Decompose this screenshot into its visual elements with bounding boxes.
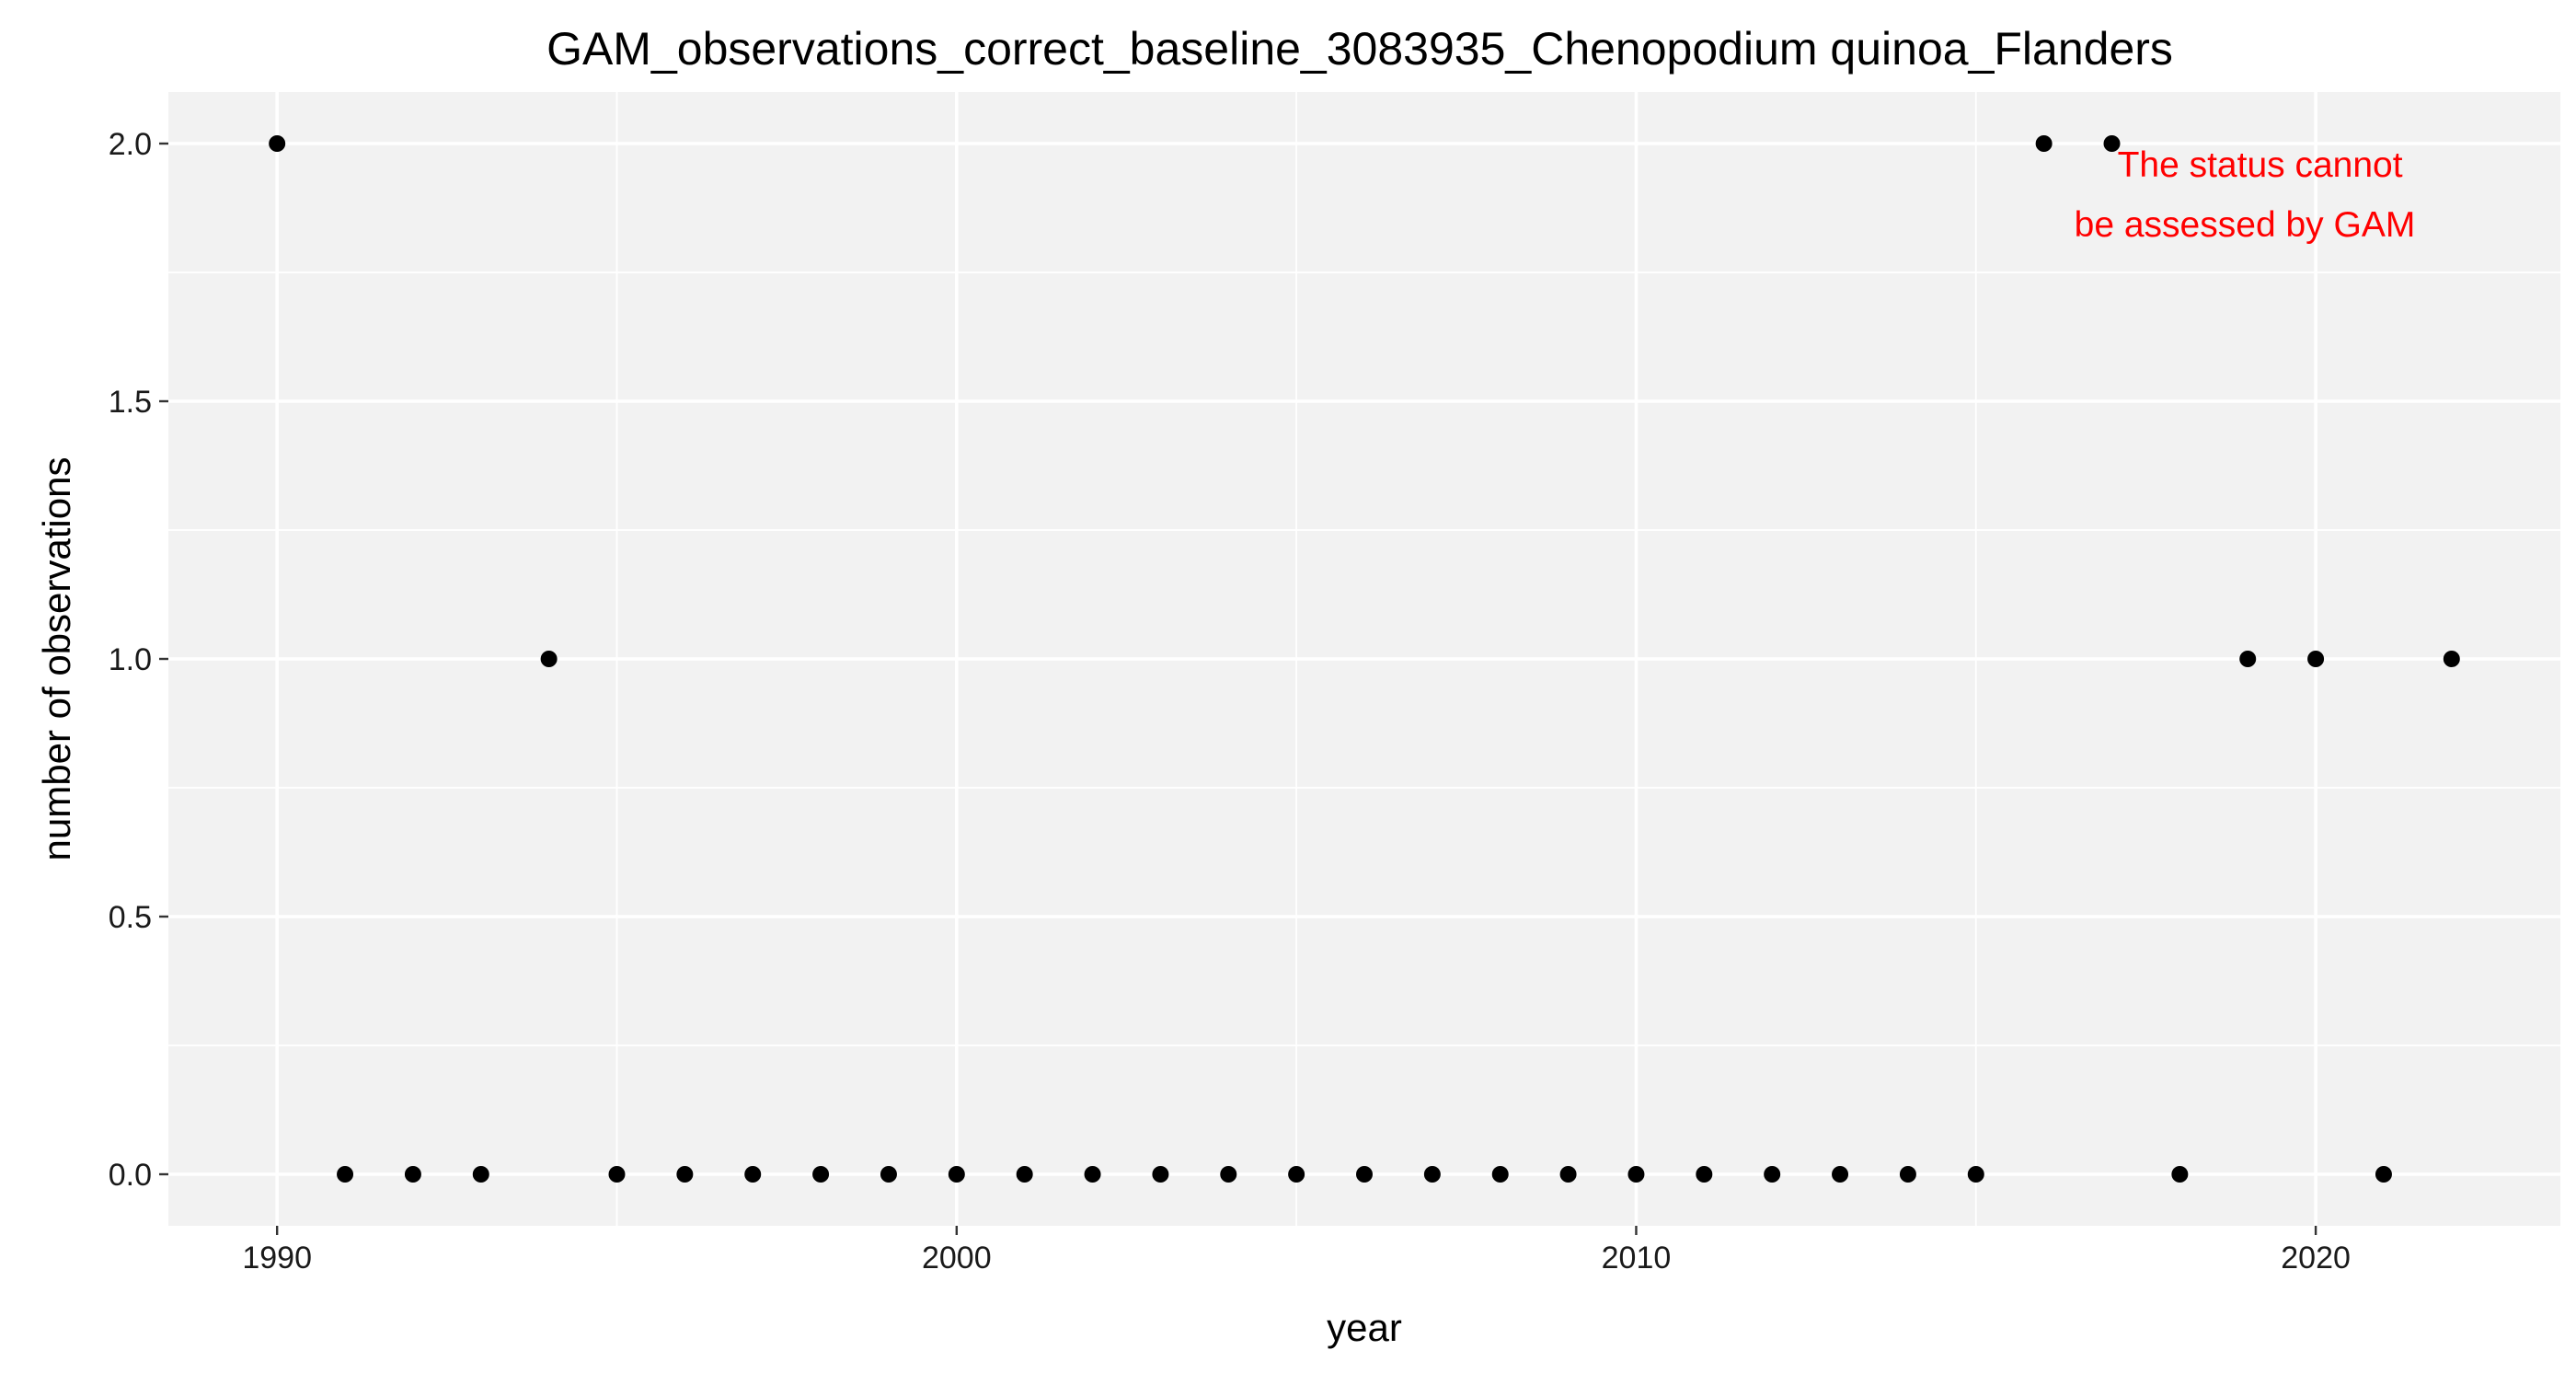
y-axis: 0.0 0.5 1.0 1.5 2.0 — [109, 127, 168, 1193]
status-annotation-line-1: The status cannot — [2118, 145, 2403, 185]
data-point — [540, 651, 558, 667]
data-point — [812, 1166, 830, 1183]
data-point — [1491, 1166, 1509, 1183]
y-axis-title: number of observations — [35, 457, 78, 861]
y-tick-label: 1.0 — [109, 642, 152, 677]
data-point — [1016, 1166, 1033, 1183]
data-point — [2103, 135, 2121, 152]
data-point — [1967, 1166, 1984, 1183]
x-tick-label: 2020 — [2281, 1241, 2351, 1275]
data-point — [1220, 1166, 1237, 1183]
y-tick-label: 0.0 — [109, 1158, 152, 1193]
data-point — [1288, 1166, 1305, 1183]
data-point — [337, 1166, 354, 1183]
data-point — [1696, 1166, 1713, 1183]
x-tick-label: 2010 — [1602, 1241, 1672, 1275]
data-point — [1356, 1166, 1373, 1183]
data-point — [472, 1166, 489, 1183]
data-point — [1084, 1166, 1101, 1183]
data-point — [608, 1166, 626, 1183]
data-point — [404, 1166, 421, 1183]
data-point — [880, 1166, 897, 1183]
data-point — [744, 1166, 762, 1183]
chart-title: GAM_observations_correct_baseline_308393… — [546, 23, 2173, 75]
y-tick-label: 2.0 — [109, 127, 152, 162]
status-annotation: The status cannot be assessed by GAM — [2075, 145, 2416, 245]
data-point — [948, 1166, 965, 1183]
data-point — [2239, 651, 2257, 667]
data-point — [2035, 135, 2053, 152]
x-tick-label: 1990 — [242, 1241, 312, 1275]
data-point — [1899, 1166, 1916, 1183]
x-tick-label: 2000 — [922, 1241, 992, 1275]
data-point — [269, 135, 286, 152]
x-axis: 1990 2000 2010 2020 — [242, 1226, 2351, 1275]
data-point — [1764, 1166, 1781, 1183]
y-tick-label: 0.5 — [109, 900, 152, 935]
data-point — [676, 1166, 694, 1183]
data-point — [2171, 1166, 2189, 1183]
data-point — [1832, 1166, 1849, 1183]
data-point — [2443, 651, 2460, 667]
data-point — [1627, 1166, 1645, 1183]
data-point — [1423, 1166, 1441, 1183]
data-points — [269, 135, 2460, 1183]
data-point — [2307, 651, 2325, 667]
status-annotation-line-2: be assessed by GAM — [2075, 205, 2416, 245]
data-point — [2375, 1166, 2392, 1183]
data-point — [1559, 1166, 1577, 1183]
x-axis-title: year — [1327, 1306, 1402, 1349]
y-tick-label: 1.5 — [109, 385, 152, 420]
data-point — [1152, 1166, 1169, 1183]
